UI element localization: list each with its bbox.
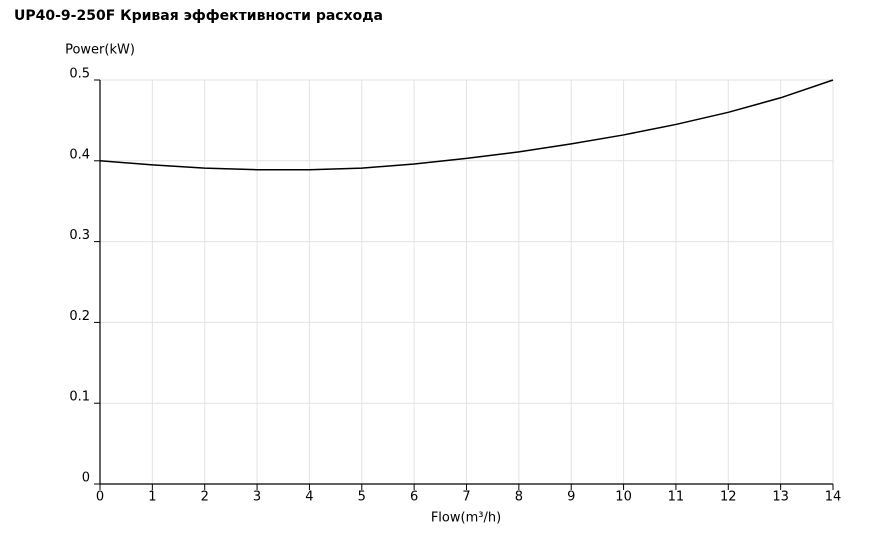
chart-title: UP40-9-250F Кривая эффективности расхода xyxy=(14,8,383,24)
y-tick-label: 0.3 xyxy=(69,228,90,243)
y-tick-label: 0.1 xyxy=(69,390,90,405)
x-tick-label: 7 xyxy=(462,490,470,505)
x-tick-label: 6 xyxy=(410,490,418,505)
x-tick-label: 2 xyxy=(201,490,209,505)
y-axis-label: Power(kW) xyxy=(65,43,135,58)
y-tick-label: 0 xyxy=(82,471,90,486)
x-axis-label: Flow(m³/h) xyxy=(431,511,501,526)
x-tick-label: 3 xyxy=(253,490,261,505)
x-tick-label: 13 xyxy=(772,490,789,505)
y-tick-label: 0.5 xyxy=(69,67,90,82)
data-line xyxy=(99,79,834,171)
x-tick-label: 0 xyxy=(96,490,104,505)
x-tick-label: 5 xyxy=(358,490,366,505)
x-tick-label: 12 xyxy=(720,490,737,505)
x-tick-label: 8 xyxy=(515,490,523,505)
x-tick-label: 10 xyxy=(615,490,632,505)
y-tick-label: 0.2 xyxy=(69,309,90,324)
x-tick-label: 14 xyxy=(825,490,842,505)
x-tick-label: 4 xyxy=(305,490,313,505)
x-tick-label: 9 xyxy=(567,490,575,505)
y-tick-label: 0.4 xyxy=(69,147,90,162)
x-tick-label: 1 xyxy=(148,490,156,505)
x-tick-label: 11 xyxy=(668,490,685,505)
